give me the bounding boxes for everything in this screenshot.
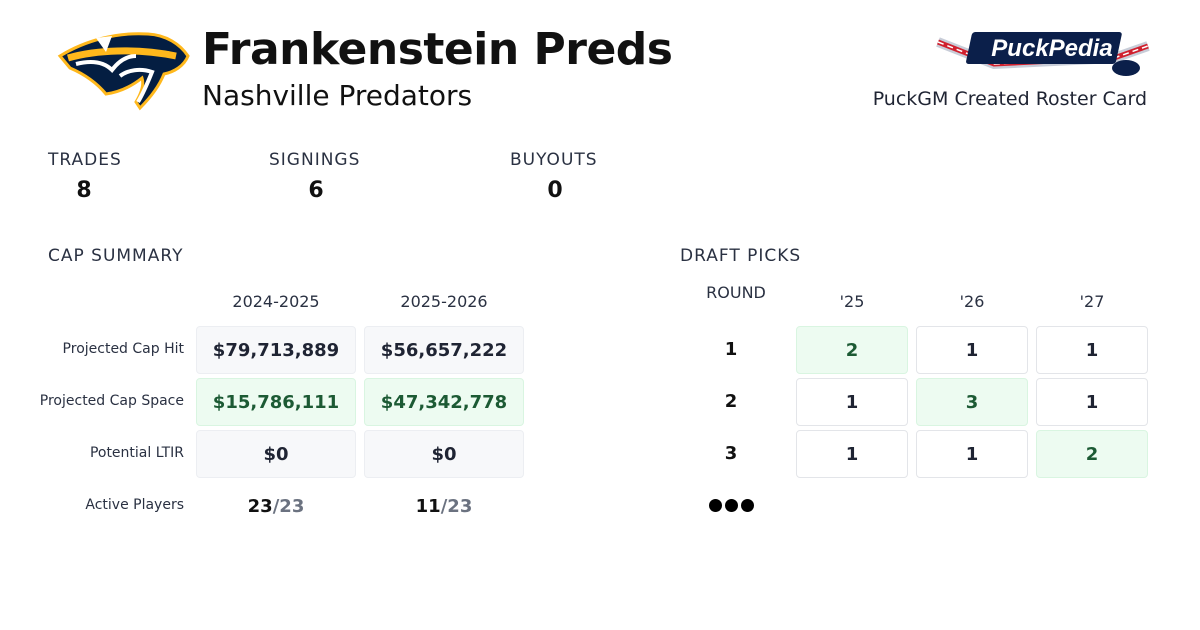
- active-count: 23: [247, 495, 273, 517]
- stat-label: BUYOUTS: [510, 150, 598, 170]
- row-label-cap-hit: Projected Cap Hit: [62, 341, 184, 357]
- stat-buyouts: BUYOUTS 0: [510, 150, 600, 203]
- row-label-ltir: Potential LTIR: [89, 445, 184, 461]
- year-header: '26: [959, 292, 985, 311]
- pick-r2-27: 1: [1036, 378, 1148, 426]
- season-header: 2024-2025: [232, 292, 320, 311]
- stat-value: 8: [76, 178, 92, 203]
- season-header: 2025-2026: [400, 292, 488, 311]
- ltir-2024: $0: [196, 430, 356, 478]
- active-count: 11: [415, 495, 441, 517]
- stat-signings: SIGNINGS 6: [269, 150, 363, 203]
- stat-label: TRADES: [48, 150, 122, 170]
- team-logo: [56, 22, 192, 114]
- pick-r1-25: 2: [796, 326, 908, 374]
- page-title: Frankenstein Preds: [202, 24, 673, 75]
- pick-r3-27: 2: [1036, 430, 1148, 478]
- row-label-cap-space: Projected Cap Space: [39, 393, 184, 409]
- ellipsis-icon: [709, 499, 754, 512]
- roster-card-caption: PuckGM Created Roster Card: [872, 88, 1147, 110]
- stat-trades: TRADES 8: [48, 150, 122, 203]
- cap-hit-2024: $79,713,889: [196, 326, 356, 374]
- round-number: 2: [724, 391, 738, 412]
- row-label-active-players: Active Players: [85, 497, 184, 513]
- cap-hit-2025: $56,657,222: [364, 326, 524, 374]
- pick-r3-25: 1: [796, 430, 908, 478]
- pick-r3-26: 1: [916, 430, 1028, 478]
- round-number: 3: [724, 443, 738, 464]
- cap-space-2024: $15,786,111: [196, 378, 356, 426]
- pick-r2-26: 3: [916, 378, 1028, 426]
- team-name: Nashville Predators: [202, 79, 473, 112]
- active-players-2025: 11/23: [364, 482, 524, 530]
- stat-value: 0: [547, 178, 563, 203]
- cap-summary-title: CAP SUMMARY: [48, 246, 184, 266]
- year-header: '25: [839, 292, 865, 311]
- active-players-2024: 23/23: [196, 482, 356, 530]
- ltir-2025: $0: [364, 430, 524, 478]
- active-max: /23: [440, 495, 473, 517]
- year-header: '27: [1079, 292, 1105, 311]
- stat-label: SIGNINGS: [269, 150, 361, 170]
- pick-r2-25: 1: [796, 378, 908, 426]
- cap-space-2025: $47,342,778: [364, 378, 524, 426]
- round-number: 1: [724, 339, 738, 360]
- puckpedia-logo: PuckPedia: [934, 24, 1152, 84]
- pick-r1-27: 1: [1036, 326, 1148, 374]
- round-header: ROUND: [706, 283, 766, 302]
- active-max: /23: [272, 495, 305, 517]
- draft-picks-title: DRAFT PICKS: [680, 246, 802, 266]
- pick-r1-26: 1: [916, 326, 1028, 374]
- stat-value: 6: [308, 178, 324, 203]
- svg-text:PuckPedia: PuckPedia: [991, 35, 1112, 62]
